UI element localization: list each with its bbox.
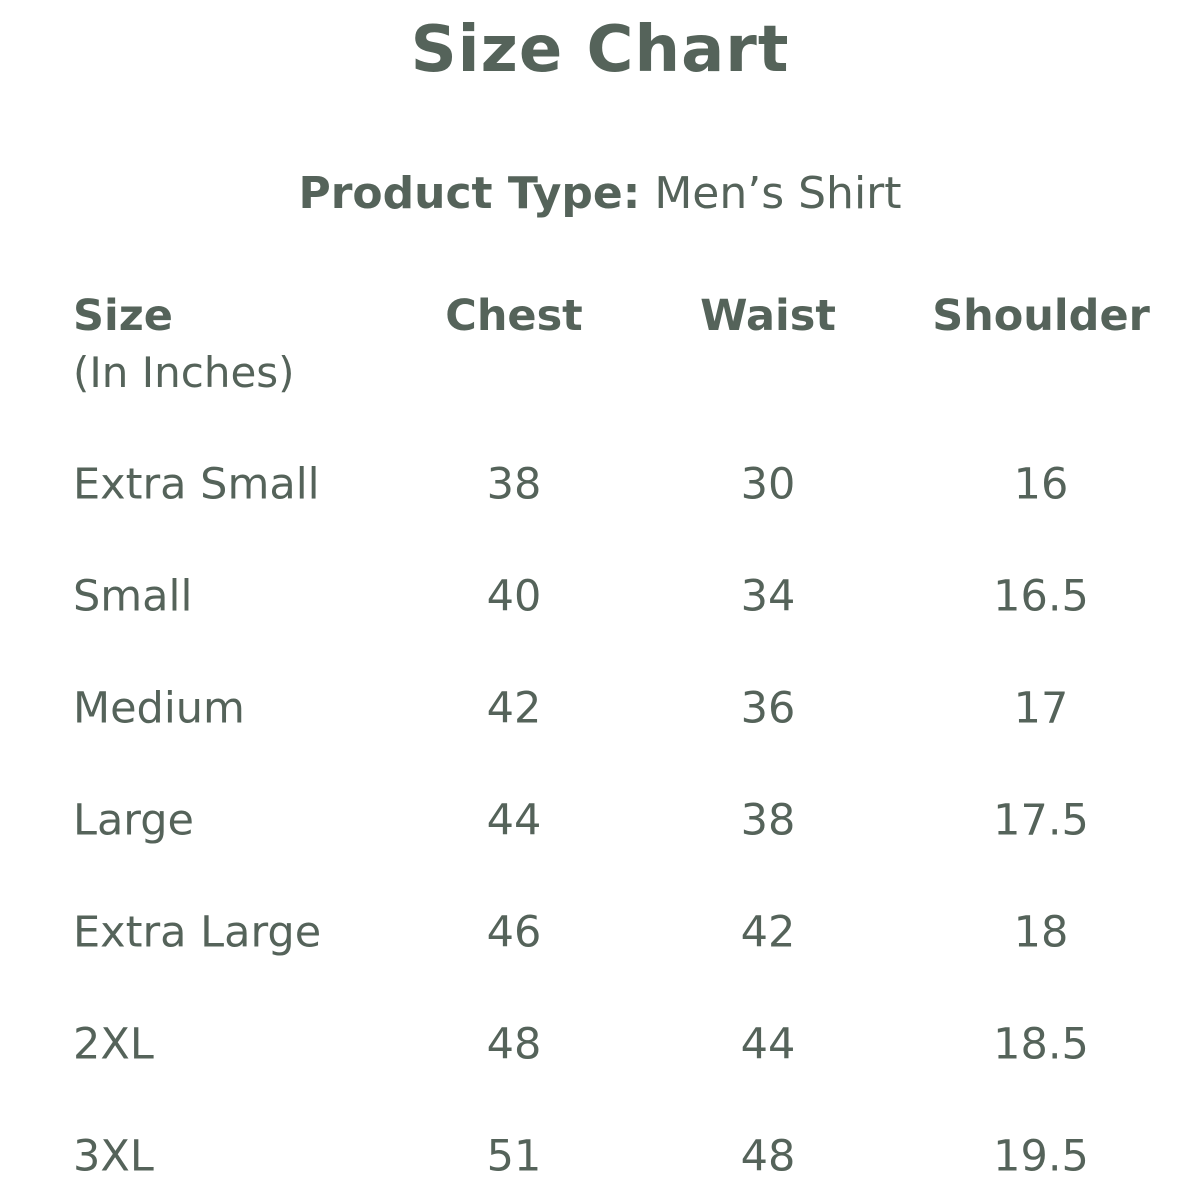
- cell-waist: 30: [740, 459, 796, 510]
- cell-size: Large: [73, 795, 194, 846]
- product-type-label: Product Type:: [298, 168, 641, 219]
- cell-size: 3XL: [73, 1131, 154, 1182]
- cell-shoulder: 19.5: [993, 1131, 1089, 1182]
- header-size-unit: (In Inches): [73, 348, 295, 397]
- cell-shoulder: 16.5: [993, 571, 1089, 622]
- cell-size: 2XL: [73, 1019, 154, 1070]
- cell-size: Extra Large: [73, 907, 322, 958]
- cell-chest: 40: [486, 571, 542, 622]
- header-size: Size: [73, 291, 173, 341]
- cell-waist: 34: [740, 571, 796, 622]
- cell-chest: 42: [486, 683, 542, 734]
- cell-waist: 48: [740, 1131, 796, 1182]
- cell-shoulder: 17.5: [993, 795, 1089, 846]
- cell-shoulder: 17: [1013, 683, 1069, 734]
- cell-shoulder: 16: [1013, 459, 1069, 510]
- cell-size: Medium: [73, 683, 245, 734]
- cell-chest: 48: [486, 1019, 542, 1070]
- cell-waist: 38: [740, 795, 796, 846]
- cell-shoulder: 18: [1013, 907, 1069, 958]
- header-shoulder: Shoulder: [932, 291, 1150, 341]
- header-chest: Chest: [445, 291, 583, 341]
- cell-waist: 42: [740, 907, 796, 958]
- cell-chest: 38: [486, 459, 542, 510]
- cell-size: Small: [73, 571, 193, 622]
- cell-chest: 51: [486, 1131, 542, 1182]
- cell-waist: 36: [740, 683, 796, 734]
- page-title: Size Chart: [410, 13, 790, 87]
- product-type-value: Men’s Shirt: [654, 168, 902, 219]
- cell-waist: 44: [740, 1019, 796, 1070]
- cell-chest: 44: [486, 795, 542, 846]
- cell-shoulder: 18.5: [993, 1019, 1089, 1070]
- product-type: Product Type: Men’s Shirt: [0, 172, 1200, 216]
- cell-size: Extra Small: [73, 459, 320, 510]
- cell-chest: 46: [486, 907, 542, 958]
- header-waist: Waist: [700, 291, 836, 341]
